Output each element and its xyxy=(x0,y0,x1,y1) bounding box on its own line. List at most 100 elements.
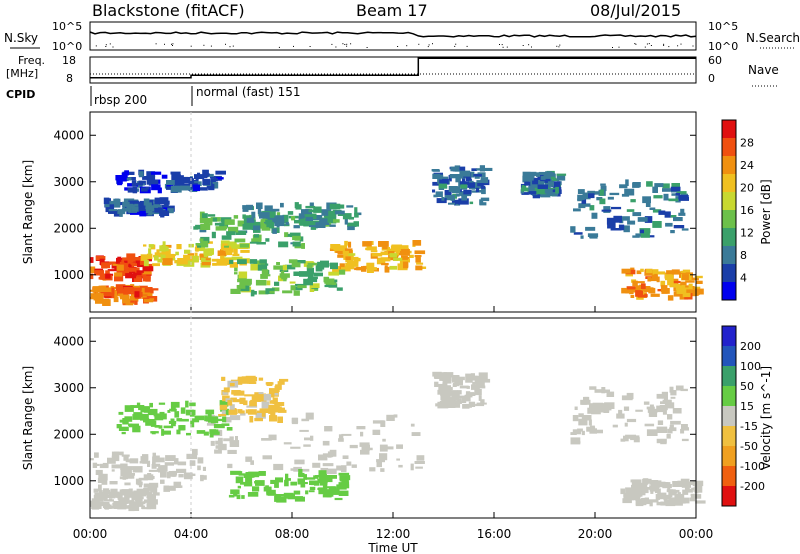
heatmap-cell xyxy=(229,262,238,268)
heatmap-cell xyxy=(345,256,351,260)
heatmap-cell xyxy=(109,493,116,499)
heatmap-cell xyxy=(537,174,544,179)
heatmap-cell xyxy=(138,483,142,488)
heatmap-cell xyxy=(280,270,285,278)
heatmap-cell xyxy=(656,438,667,444)
heatmap-cell xyxy=(632,212,642,217)
heatmap-cell xyxy=(589,386,597,390)
heatmap-cell xyxy=(101,262,111,269)
heatmap-cell xyxy=(158,466,166,473)
heatmap-cell xyxy=(293,225,300,229)
heatmap-cell xyxy=(94,452,99,458)
heatmap-cell xyxy=(145,206,151,213)
heatmap-cell xyxy=(103,499,114,502)
heatmap-cell xyxy=(103,489,111,495)
heatmap-cell xyxy=(354,213,359,218)
heatmap-cell xyxy=(669,283,678,288)
heatmap-cell xyxy=(474,389,482,396)
heatmap-cell xyxy=(672,500,683,506)
heatmap-cell xyxy=(239,243,249,248)
heatmap-cell xyxy=(293,271,304,276)
heatmap-cell xyxy=(581,198,587,204)
xtick-label: 00:00 xyxy=(73,527,108,541)
beam-title: Beam 17 xyxy=(356,1,428,20)
nsearch-point xyxy=(278,46,280,48)
heatmap-cell xyxy=(211,258,219,262)
heatmap-cell xyxy=(666,288,670,294)
heatmap-cell xyxy=(142,270,152,275)
heatmap-cell xyxy=(195,178,199,181)
colorbar-swatch xyxy=(722,174,736,192)
heatmap-cell xyxy=(120,469,125,477)
heatmap-cell xyxy=(220,255,225,259)
heatmap-cell xyxy=(221,401,229,407)
heatmap-cell xyxy=(452,400,462,404)
heatmap-cell xyxy=(606,391,615,397)
nsearch-point xyxy=(501,44,503,46)
heatmap-cell xyxy=(260,219,268,223)
heatmap-cell xyxy=(478,395,482,401)
heatmap-cell xyxy=(177,461,187,466)
heatmap-cell xyxy=(556,174,566,181)
heatmap-cell xyxy=(680,270,685,275)
heatmap-cell xyxy=(118,411,124,415)
heatmap-cell xyxy=(228,226,239,233)
heatmap-cell xyxy=(119,476,128,480)
heatmap-cell xyxy=(632,235,640,238)
heatmap-cell xyxy=(468,401,476,407)
heatmap-cell xyxy=(290,446,301,449)
heatmap-cell xyxy=(168,471,176,477)
heatmap-cell xyxy=(178,418,189,422)
xtick-label: 04:00 xyxy=(174,527,209,541)
heatmap-cell xyxy=(346,258,354,265)
xtick-label: 08:00 xyxy=(275,527,310,541)
heatmap-cell xyxy=(632,182,640,188)
heatmap-cell xyxy=(523,173,533,177)
heatmap-cell xyxy=(640,231,650,238)
heatmap-cell xyxy=(437,179,441,182)
heatmap-cell xyxy=(347,222,357,227)
heatmap-cell xyxy=(303,278,313,286)
heatmap-cell xyxy=(261,221,267,225)
heatmap-cell xyxy=(646,429,658,436)
heatmap-cell xyxy=(259,259,267,266)
nsearch-point xyxy=(344,44,346,45)
heatmap-cell xyxy=(178,473,184,478)
heatmap-cell xyxy=(115,284,126,291)
heatmap-cell xyxy=(110,488,118,496)
heatmap-cell xyxy=(670,230,675,234)
nsearch-point xyxy=(618,46,620,48)
heatmap-cell xyxy=(530,171,537,177)
heatmap-cell xyxy=(111,464,122,469)
heatmap-cell xyxy=(538,173,547,176)
colorbar-swatch xyxy=(722,192,736,210)
heatmap-cell xyxy=(199,238,204,242)
heatmap-cell xyxy=(230,489,240,495)
heatmap-cell xyxy=(291,216,296,221)
heatmap-cell xyxy=(199,229,207,233)
heatmap-cell xyxy=(139,210,147,217)
heatmap-cell xyxy=(455,193,460,197)
heatmap-cell xyxy=(233,247,238,254)
heatmap-cell xyxy=(262,455,272,460)
heatmap-cell xyxy=(632,280,638,287)
heatmap-cell xyxy=(183,260,195,267)
heatmap-cell xyxy=(454,165,461,172)
heatmap-cell xyxy=(665,499,676,507)
heatmap-cell xyxy=(98,490,103,494)
heatmap-cell xyxy=(466,174,472,182)
heatmap-cell xyxy=(114,272,123,277)
colorbar-swatch xyxy=(722,138,736,156)
heatmap-cell xyxy=(136,502,144,507)
heatmap-cell xyxy=(209,218,213,226)
heatmap-cell xyxy=(616,413,625,419)
heatmap-cell xyxy=(376,257,386,265)
heatmap-cell xyxy=(170,401,180,408)
heatmap-cell xyxy=(247,492,259,497)
colorbar-tick: 16 xyxy=(740,204,754,217)
heatmap-cell xyxy=(594,191,601,195)
xtick-label: 20:00 xyxy=(578,527,613,541)
colorbar-tick: -100 xyxy=(740,460,765,473)
heatmap-cell xyxy=(147,501,156,504)
heatmap-cell xyxy=(665,222,673,227)
